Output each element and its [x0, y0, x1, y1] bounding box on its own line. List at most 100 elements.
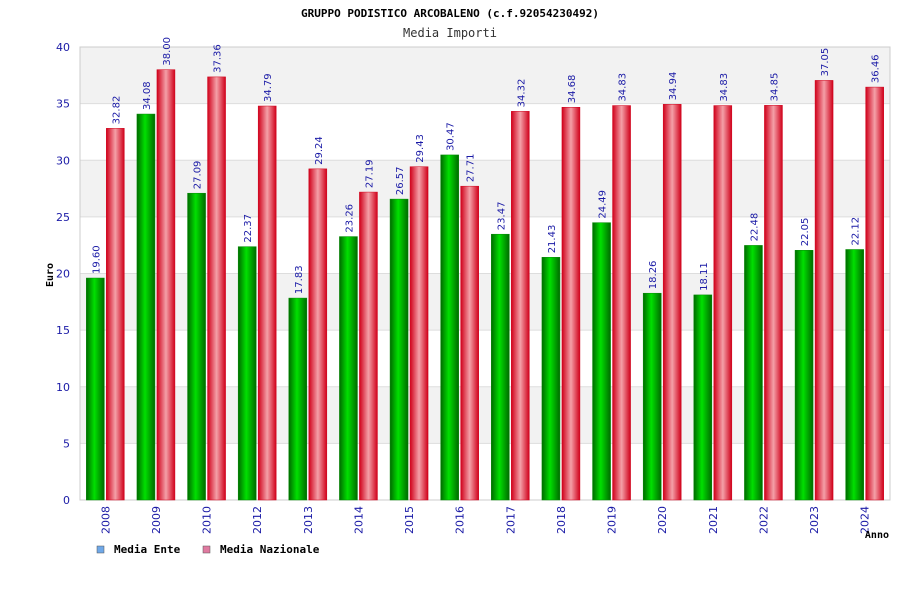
value-labels: 19.60 32.82 34.08 38.00 27.09 37.36 22.37 34.79…	[91, 37, 881, 294]
value-label: 22.48	[749, 213, 760, 242]
legend: Media Ente Media Nazionale	[96, 543, 320, 556]
value-label: 22.05	[800, 218, 811, 247]
bar-nazionale-2008	[106, 128, 125, 501]
bar-nazionale-2023	[814, 80, 834, 501]
bar-nazionale-2014	[359, 191, 378, 501]
value-label: 23.47	[496, 202, 507, 231]
x-tick-label: 2020	[656, 506, 669, 534]
x-tick-label: 2022	[757, 506, 770, 534]
x-axis-ticks: 2008 2009 2010 2012 2013 2014 2015 2016 2017 2018…	[99, 506, 871, 534]
legend-label-nazionale: Media Nazionale	[220, 543, 320, 556]
bar-nazionale-2017	[511, 111, 530, 501]
bar-nazionale-2015	[409, 166, 429, 501]
legend-swatch-nazionale	[202, 545, 211, 554]
bar-ente-2015	[389, 198, 409, 501]
x-tick-label: 2019	[606, 506, 619, 534]
chart-title: GRUPPO PODISTICO ARCOBALENO (c.f.9205423…	[301, 7, 599, 20]
value-label: 26.57	[395, 166, 406, 195]
legend-label-ente: Media Ente	[114, 543, 181, 556]
x-tick-label: 2009	[150, 506, 163, 534]
value-label: 24.49	[598, 190, 609, 219]
bar-nazionale-2010	[207, 76, 226, 501]
bar-ente-2013	[288, 297, 308, 501]
bar-nazionale-2024	[865, 86, 884, 501]
x-tick-label: 2017	[504, 506, 517, 534]
value-label: 22.12	[851, 217, 862, 246]
x-tick-label: 2010	[201, 506, 214, 534]
bar-nazionale-2020	[662, 104, 682, 501]
y-axis-label: Euro	[45, 263, 56, 287]
x-tick-label: 2014	[352, 506, 365, 534]
y-tick-label: 20	[56, 268, 70, 281]
bar-ente-2024	[845, 249, 864, 501]
value-label: 34.08	[142, 81, 153, 110]
value-label: 21.43	[547, 225, 558, 254]
bar-ente-2019	[592, 222, 611, 501]
y-tick-label: 25	[56, 211, 70, 224]
y-tick-label: 10	[56, 381, 70, 394]
bar-nazionale-2012	[257, 105, 277, 501]
x-tick-label: 2012	[251, 506, 264, 534]
value-label: 18.26	[648, 261, 659, 290]
y-tick-label: 35	[56, 98, 70, 111]
value-label: 36.46	[871, 54, 882, 83]
bar-nazionale-2018	[561, 106, 581, 501]
bars	[86, 69, 884, 501]
x-tick-label: 2021	[707, 506, 720, 534]
x-axis-label: Anno	[865, 530, 889, 541]
bar-nazionale-2016	[460, 185, 479, 501]
x-tick-label: 2024	[859, 506, 872, 534]
value-label: 34.83	[719, 73, 730, 102]
value-label: 27.71	[466, 154, 477, 183]
y-axis-ticks: 0 5 10 15 20 25 30 35 40	[56, 41, 70, 507]
bar-ente-2012	[237, 246, 257, 501]
x-tick-label: 2018	[555, 506, 568, 534]
x-tick-label: 2016	[454, 506, 467, 534]
bar-ente-2017	[491, 233, 510, 501]
bar-nazionale-2009	[156, 69, 176, 501]
y-tick-label: 15	[56, 324, 70, 337]
bar-nazionale-2021	[713, 105, 733, 501]
value-label: 37.05	[820, 48, 831, 77]
x-tick-label: 2008	[99, 506, 112, 534]
bar-ente-2023	[794, 250, 814, 501]
bar-ente-2014	[339, 236, 358, 501]
bar-ente-2008	[86, 277, 105, 501]
value-label: 27.19	[364, 159, 375, 188]
x-tick-label: 2013	[302, 506, 315, 534]
value-label: 29.24	[314, 136, 325, 165]
value-label: 34.94	[668, 72, 679, 101]
bar-ente-2010	[187, 192, 206, 501]
value-label: 38.00	[162, 37, 173, 66]
bar-ente-2021	[693, 294, 713, 501]
bar-ente-2020	[642, 292, 662, 501]
bar-ente-2009	[136, 113, 156, 501]
value-label: 34.79	[263, 73, 274, 102]
x-tick-label: 2015	[403, 506, 416, 534]
value-label: 22.37	[243, 214, 254, 243]
value-label: 18.11	[699, 262, 710, 291]
value-label: 32.82	[111, 96, 122, 125]
y-tick-label: 30	[56, 154, 70, 167]
bar-nazionale-2022	[764, 105, 783, 501]
bar-ente-2016	[440, 154, 459, 501]
bar-ente-2022	[744, 245, 763, 501]
value-label: 34.85	[769, 73, 780, 102]
x-tick-label: 2023	[808, 506, 821, 534]
value-label: 23.26	[344, 204, 355, 233]
legend-swatch-ente	[96, 545, 105, 554]
y-tick-label: 0	[63, 494, 70, 507]
bar-nazionale-2019	[612, 105, 631, 501]
value-label: 30.47	[446, 122, 457, 151]
y-tick-label: 5	[63, 437, 70, 450]
value-label: 34.83	[618, 73, 629, 102]
value-label: 34.68	[567, 75, 578, 104]
value-label: 27.09	[193, 161, 204, 190]
value-label: 19.60	[91, 245, 102, 274]
value-label: 29.43	[415, 134, 426, 163]
chart-subtitle: Media Importi	[403, 26, 497, 40]
value-label: 37.36	[213, 44, 224, 73]
y-tick-label: 40	[56, 41, 70, 54]
plot-border	[79, 46, 891, 501]
